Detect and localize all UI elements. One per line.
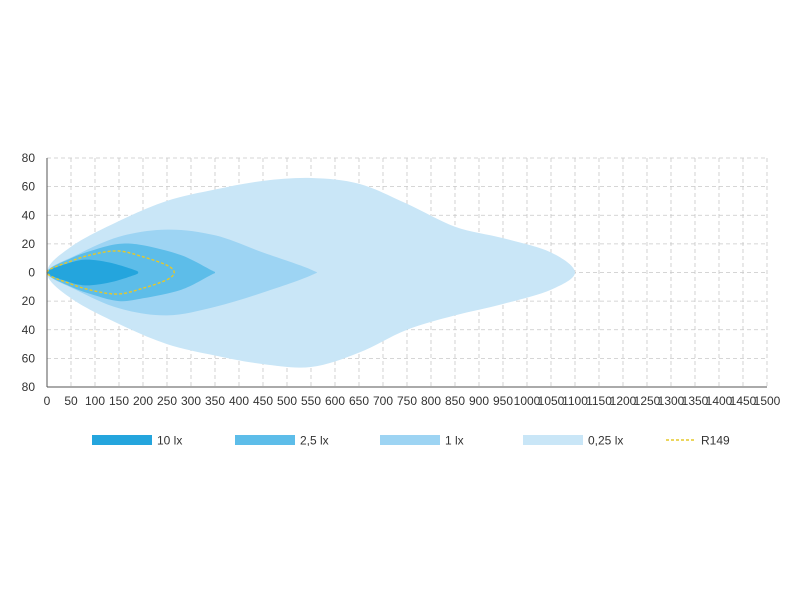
x-tick-label: 1000 [514, 394, 541, 408]
x-tick-label: 950 [493, 394, 513, 408]
x-tick-label: 1450 [730, 394, 757, 408]
y-tick-label: 80 [22, 151, 36, 165]
x-tick-label: 800 [421, 394, 441, 408]
y-tick-label: 60 [22, 351, 36, 365]
x-tick-label: 1250 [634, 394, 661, 408]
x-tick-label: 450 [253, 394, 273, 408]
x-tick-label: 0 [44, 394, 51, 408]
r149-line-group [46, 250, 175, 295]
legend-label: 0,25 lx [588, 434, 623, 448]
legend-label: 1 lx [445, 434, 464, 448]
line-r149 [46, 250, 175, 295]
legend-swatch [523, 435, 583, 445]
legend: 10 lx 2,5 lx 1 lx 0,25 lx R149 [92, 434, 730, 448]
x-tick-label: 650 [349, 394, 369, 408]
x-tick-label: 1300 [658, 394, 685, 408]
y-tick-label: 0 [28, 266, 35, 280]
legend-item-1-lx: 1 lx [380, 434, 464, 448]
legend-swatch [380, 435, 440, 445]
x-tick-label: 600 [325, 394, 345, 408]
x-tick-label: 1050 [538, 394, 565, 408]
x-tick-label: 900 [469, 394, 489, 408]
x-tick-label: 500 [277, 394, 297, 408]
legend-label: 2,5 lx [300, 434, 329, 448]
x-tick-label: 550 [301, 394, 321, 408]
legend-label: R149 [701, 434, 730, 448]
legend-item-2-5-lx: 2,5 lx [235, 434, 329, 448]
x-tick-label: 700 [373, 394, 393, 408]
y-tick-label: 40 [22, 323, 36, 337]
y-tick-label: 20 [22, 294, 36, 308]
legend-swatch [92, 435, 152, 445]
x-tick-label: 1350 [682, 394, 709, 408]
x-tick-label: 850 [445, 394, 465, 408]
area-10-lx [47, 259, 139, 286]
y-tick-label: 20 [22, 237, 36, 251]
x-tick-label: 1500 [754, 394, 781, 408]
x-tick-label: 200 [133, 394, 153, 408]
x-tick-label: 1150 [586, 394, 612, 408]
x-tick-label: 750 [397, 394, 417, 408]
x-tick-label: 400 [229, 394, 249, 408]
legend-item-0-25-lx: 0,25 lx [523, 434, 623, 448]
x-tick-label: 1100 [562, 394, 588, 408]
x-tick-label: 300 [181, 394, 201, 408]
legend-item-10-lx: 10 lx [92, 434, 182, 448]
x-tick-label: 150 [109, 394, 129, 408]
y-tick-label: 80 [22, 380, 36, 394]
x-tick-label: 1200 [610, 394, 637, 408]
isolux-areas [47, 177, 575, 368]
legend-swatch [235, 435, 295, 445]
x-tick-label: 50 [64, 394, 78, 408]
y-tick-label: 40 [22, 208, 36, 222]
x-tick-label: 250 [157, 394, 177, 408]
x-tick-label: 100 [85, 394, 105, 408]
legend-label: 10 lx [157, 434, 182, 448]
x-tick-label: 350 [205, 394, 225, 408]
legend-item-r149: R149 [666, 434, 730, 448]
x-tick-label: 1400 [706, 394, 733, 408]
y-tick-label: 60 [22, 180, 36, 194]
